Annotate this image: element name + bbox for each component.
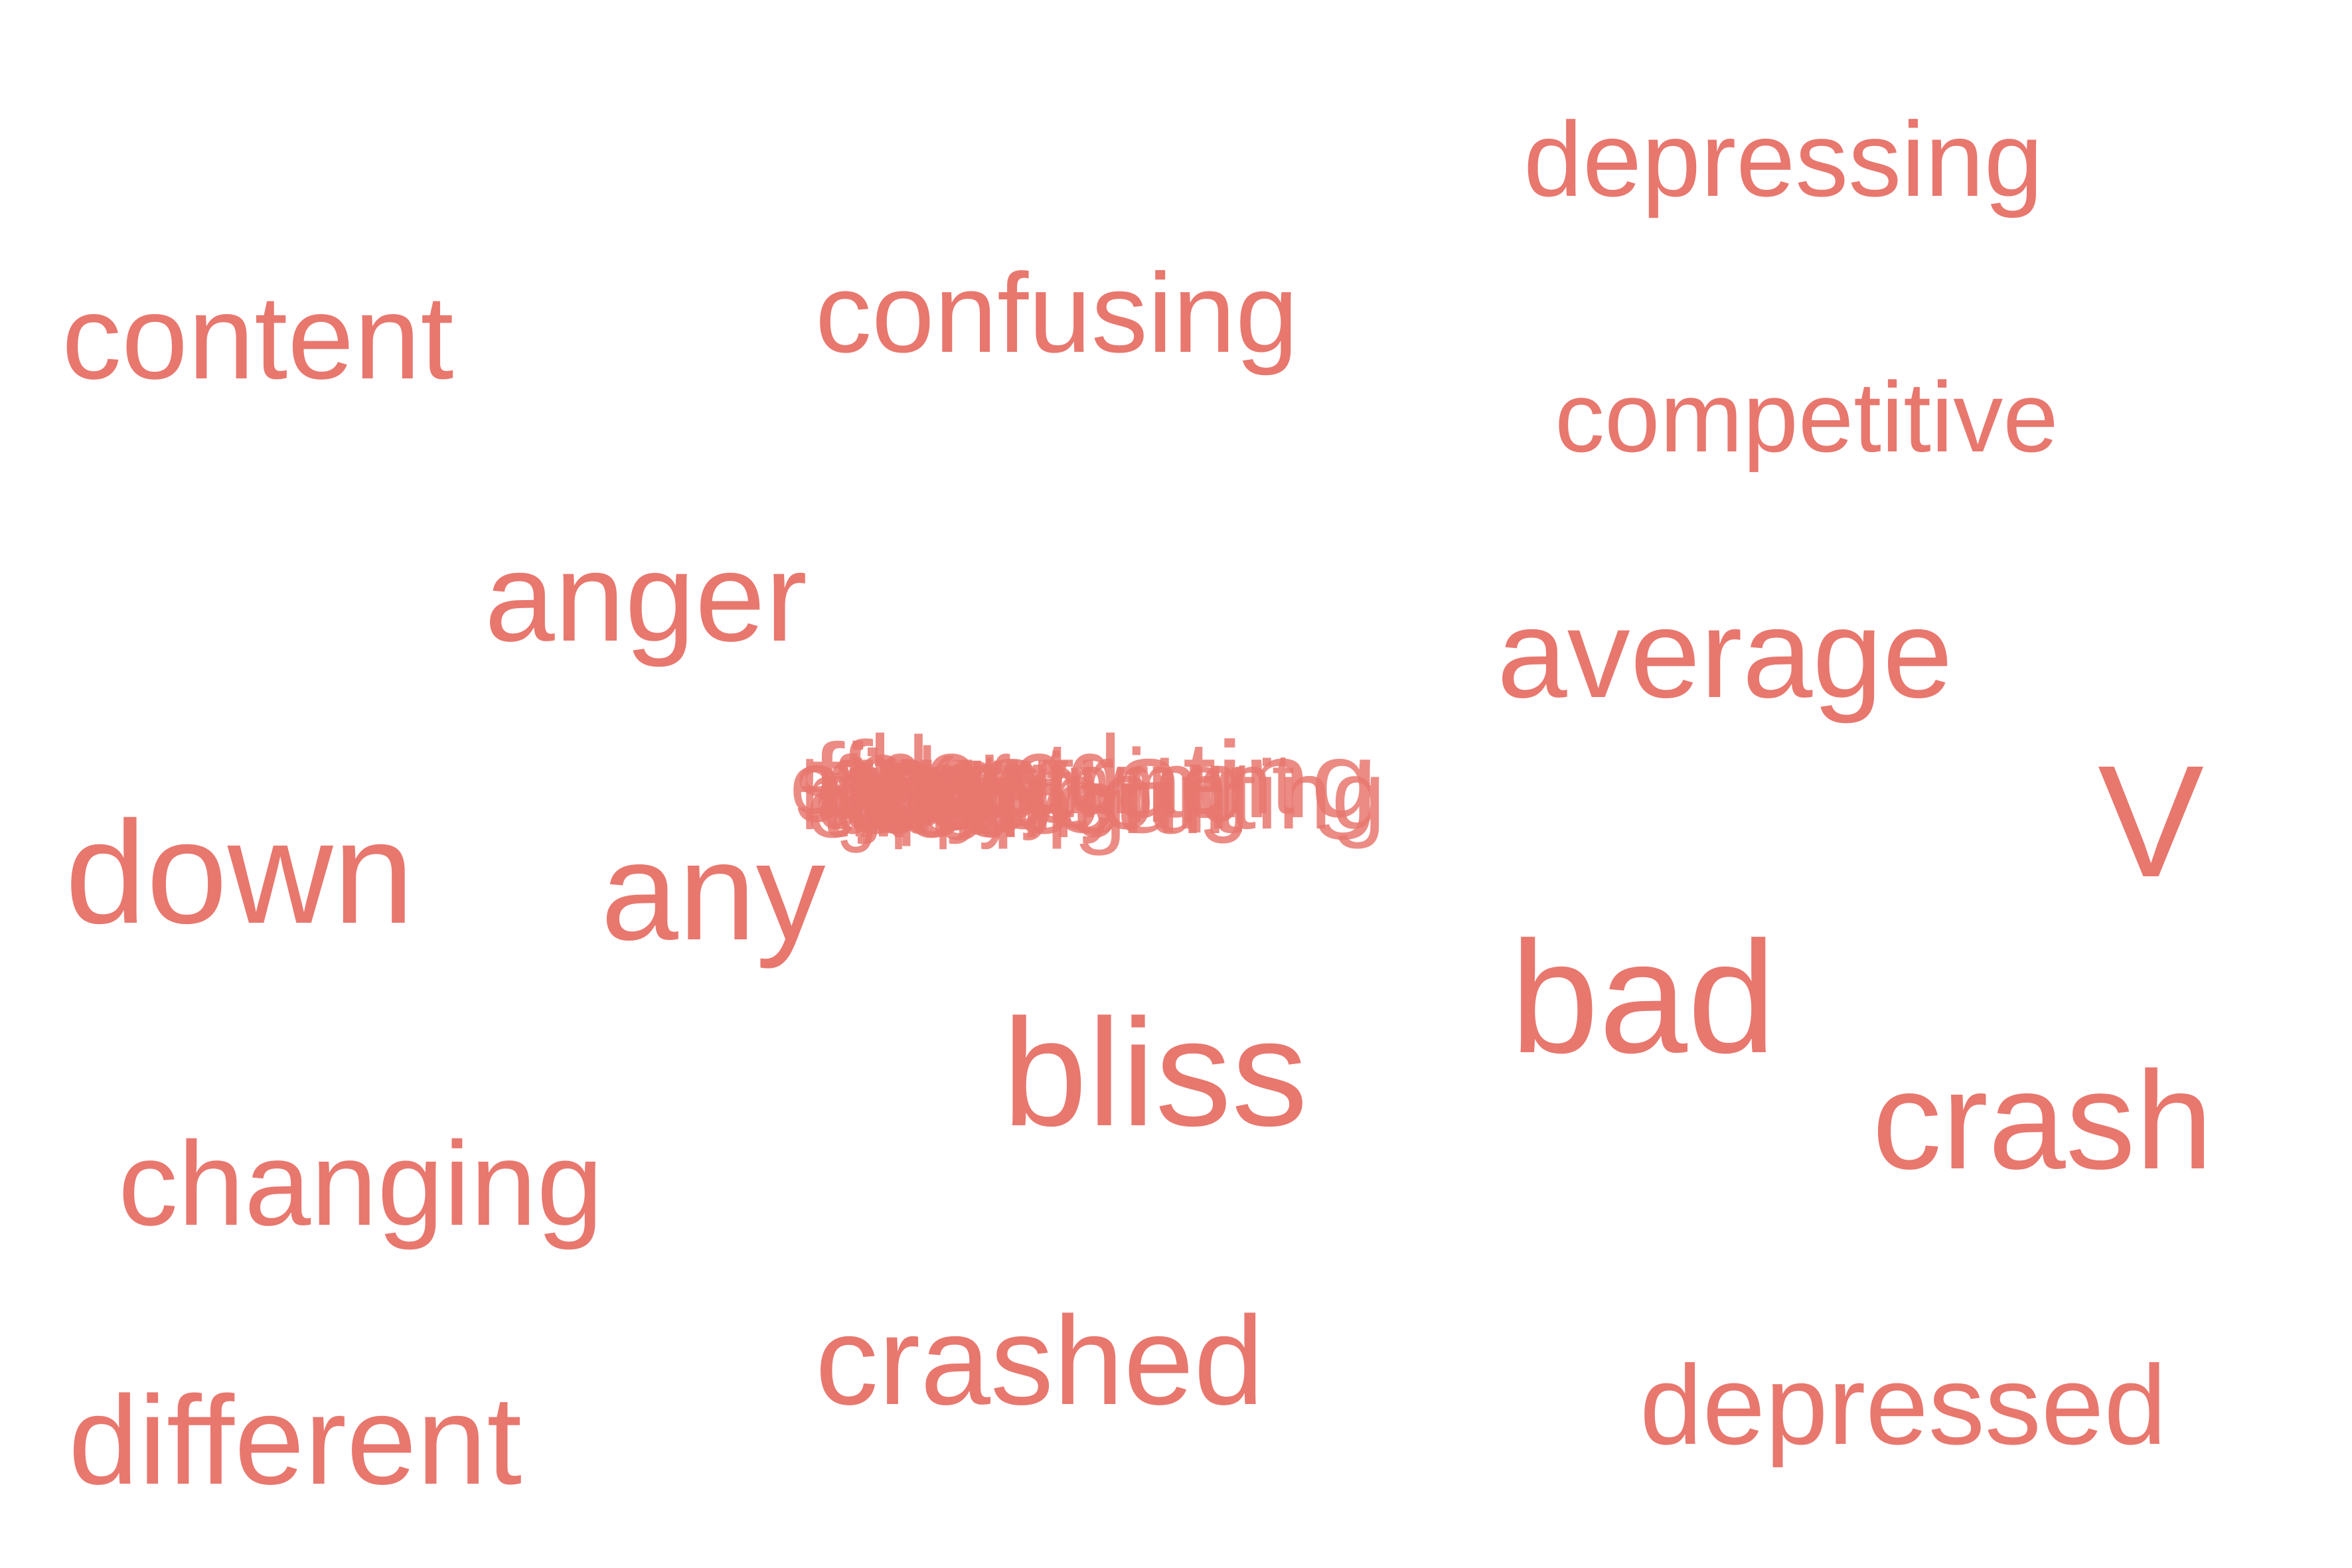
cluster-word-joy: joy bbox=[858, 730, 1000, 845]
word-down: down bbox=[65, 791, 414, 954]
word-anger: anger bbox=[485, 527, 807, 668]
cluster-word-angry: angry bbox=[825, 720, 1069, 841]
word-competitive: competitive bbox=[1555, 361, 2059, 473]
cluster-word-difficult: difficult bbox=[864, 747, 1243, 852]
cluster-word-fun: fun bbox=[830, 735, 966, 847]
cluster-word-sad: sad bbox=[795, 727, 937, 844]
word-content: content bbox=[62, 271, 453, 404]
word-any: any bbox=[601, 813, 826, 969]
cluster-word-stressful: stressful bbox=[850, 749, 1226, 853]
word-average: average bbox=[1497, 584, 1953, 724]
cluster-word-exciting: exciting bbox=[806, 757, 1126, 856]
cluster-word-tired: tired bbox=[820, 755, 1022, 856]
cluster-word-frustrating: frustrating bbox=[839, 719, 1378, 840]
word-changing: changing bbox=[118, 1117, 603, 1251]
word-crash: crash bbox=[1872, 1042, 2213, 1198]
word-different: different bbox=[68, 1370, 522, 1511]
cluster-word-fine: fine bbox=[811, 722, 1005, 842]
word-v: V bbox=[2098, 732, 2204, 910]
cluster-word-ok: ok bbox=[855, 714, 956, 838]
cluster-word-upset: upset bbox=[844, 734, 1071, 847]
cluster-word-entertainment: entertainment bbox=[790, 735, 1295, 832]
cluster-word-good: good bbox=[836, 751, 1002, 854]
cluster-word-disappointing: disappointing bbox=[815, 741, 1385, 850]
cluster-word-bored: bored bbox=[869, 712, 1121, 838]
cluster-word-annoying: annoying bbox=[874, 728, 1249, 844]
word-confusing: confusing bbox=[815, 250, 1298, 376]
word-depressing: depressing bbox=[1524, 100, 2043, 218]
word-bad: bad bbox=[1510, 908, 1776, 1086]
cluster-word-happy: happy bbox=[801, 742, 1019, 850]
word-bliss: bliss bbox=[1002, 987, 1308, 1158]
word-crashed: crashed bbox=[815, 1291, 1264, 1431]
word-depressed: depressed bbox=[1640, 1342, 2167, 1468]
overlap-cluster: entertainmentdisappointingfrustratingdif… bbox=[790, 712, 1385, 856]
cluster-word-cool: cool bbox=[880, 743, 1053, 850]
